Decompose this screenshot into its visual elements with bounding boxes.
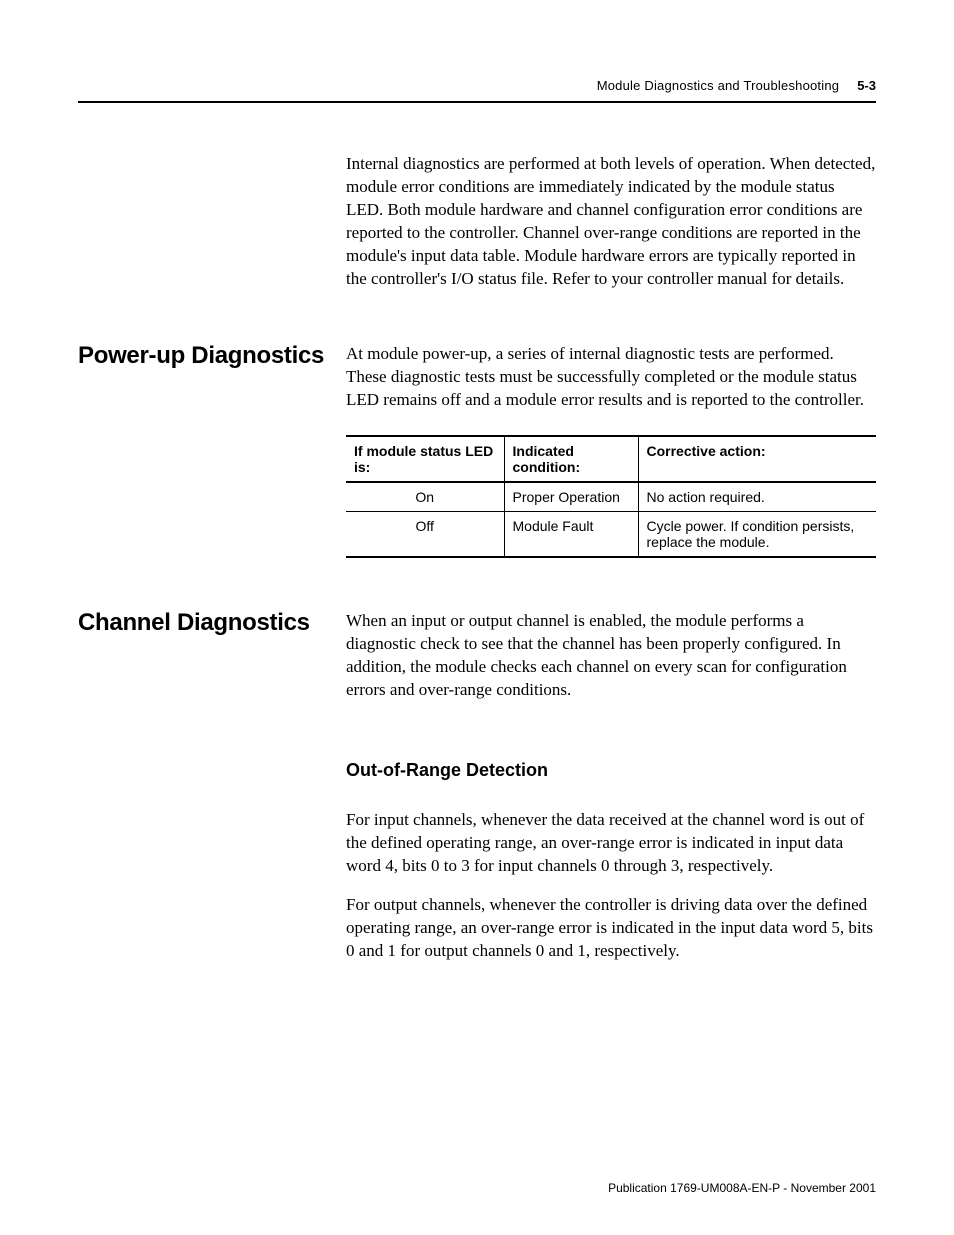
table-row: Off Module Fault Cycle power. If conditi… — [346, 512, 876, 558]
col-header-condition: Indicated condition: — [504, 436, 638, 482]
intro-body: Internal diagnostics are performed at bo… — [346, 153, 876, 291]
page: Module Diagnostics and Troubleshooting 5… — [0, 0, 954, 1235]
powerup-paragraph: At module power-up, a series of internal… — [346, 343, 876, 412]
channel-paragraph: When an input or output channel is enabl… — [346, 610, 876, 702]
intro-paragraph: Internal diagnostics are performed at bo… — [346, 153, 876, 291]
cell-condition: Proper Operation — [504, 482, 638, 512]
footer-publine: Publication 1769-UM008A-EN-P - November … — [608, 1181, 876, 1195]
col-header-led: If module status LED is: — [346, 436, 504, 482]
section-intro: Internal diagnostics are performed at bo… — [78, 153, 876, 291]
cell-led: Off — [346, 512, 504, 558]
cell-action: Cycle power. If condition persists, repl… — [638, 512, 876, 558]
cell-action: No action required. — [638, 482, 876, 512]
subheading-out-of-range: Out-of-Range Detection — [346, 760, 876, 781]
table-row: On Proper Operation No action required. — [346, 482, 876, 512]
col-header-action: Corrective action: — [638, 436, 876, 482]
running-header: Module Diagnostics and Troubleshooting 5… — [78, 78, 876, 93]
section-powerup: Power-up Diagnostics At module power-up,… — [78, 343, 876, 559]
running-header-pageno: 5-3 — [857, 78, 876, 93]
powerup-body: At module power-up, a series of internal… — [346, 343, 876, 559]
section-channel: Channel Diagnostics When an input or out… — [78, 610, 876, 962]
led-table: If module status LED is: Indicated condi… — [346, 435, 876, 558]
running-header-title: Module Diagnostics and Troubleshooting — [597, 78, 839, 93]
out-of-range-p1: For input channels, whenever the data re… — [346, 809, 876, 878]
side-heading-empty — [78, 153, 340, 291]
header-rule — [78, 101, 876, 103]
heading-channel: Channel Diagnostics — [78, 610, 340, 962]
table-header-row: If module status LED is: Indicated condi… — [346, 436, 876, 482]
heading-powerup: Power-up Diagnostics — [78, 343, 340, 559]
cell-led: On — [346, 482, 504, 512]
cell-condition: Module Fault — [504, 512, 638, 558]
out-of-range-p2: For output channels, whenever the contro… — [346, 894, 876, 963]
channel-body: When an input or output channel is enabl… — [346, 610, 876, 962]
